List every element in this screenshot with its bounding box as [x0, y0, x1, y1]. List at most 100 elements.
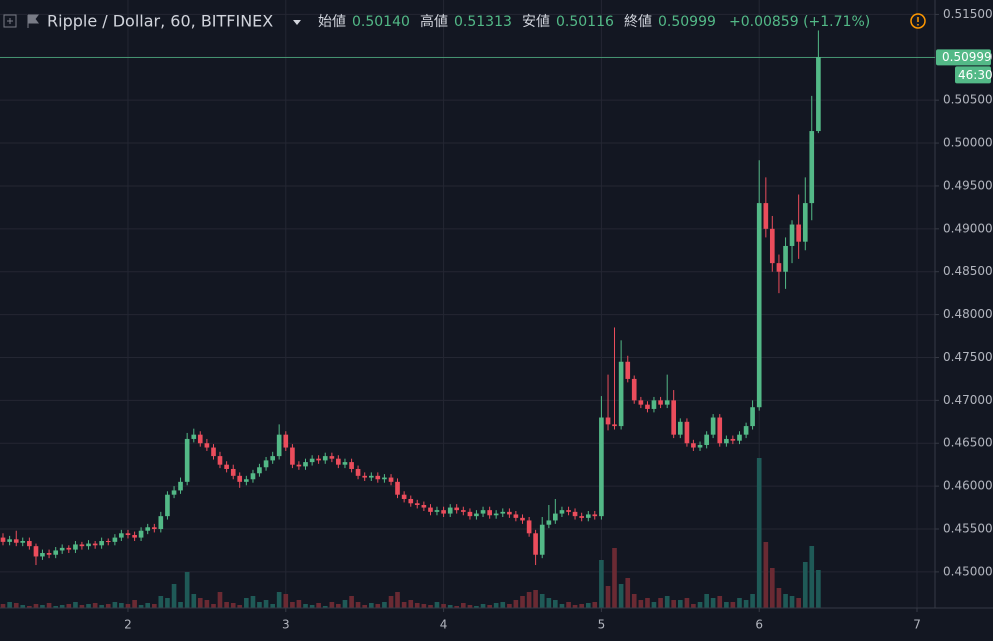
x-tick-label: 4 [440, 618, 448, 632]
candle-body [0, 537, 6, 542]
candle-body [428, 507, 433, 512]
candle-body [112, 537, 118, 542]
expand-icon[interactable] [3, 14, 17, 28]
volume-bar [342, 600, 348, 608]
candle-body [250, 473, 256, 480]
volume-bar [467, 605, 473, 608]
volume-bar [191, 594, 197, 608]
volume-bar [13, 603, 19, 608]
volume-bar [539, 594, 545, 608]
candle-body [204, 443, 210, 448]
volume-bar [132, 600, 137, 608]
volume-bar [349, 596, 354, 608]
candle-body [566, 510, 571, 512]
volume-bar [217, 592, 223, 608]
y-tick-label: 0.48000 [943, 307, 993, 321]
volume-bar [0, 604, 6, 608]
candle-body [651, 400, 657, 409]
volume-bar [658, 598, 663, 608]
volume-bar [513, 600, 519, 608]
candle-body [507, 511, 512, 515]
candle-body [500, 511, 506, 514]
candle-body [230, 468, 236, 476]
candle-body [658, 400, 663, 405]
volume-bar [585, 603, 591, 608]
volume-bar [296, 600, 302, 608]
candle-body [645, 404, 650, 409]
expand-icon-plus [7, 18, 13, 24]
candle-body [342, 462, 348, 465]
candle-body [184, 438, 190, 482]
volume-bar [99, 605, 104, 608]
y-tick-label: 0.47000 [943, 393, 993, 407]
volume-bar [816, 570, 821, 608]
volume-bar [783, 594, 788, 608]
candle-body [244, 479, 249, 482]
candle-body [671, 400, 676, 435]
volume-bar [138, 605, 144, 608]
x-tick-label: 3 [282, 618, 290, 632]
last-price-label: 0.50999 [942, 50, 992, 64]
candle-body [480, 510, 486, 514]
volume-bar [704, 594, 709, 608]
volume-bar [730, 602, 736, 608]
volume-bar [769, 568, 775, 608]
high-value: 0.51313 [454, 14, 512, 30]
volume-bar [250, 596, 256, 608]
candle-body [769, 228, 775, 264]
volume-bar [270, 604, 276, 608]
y-tick-label: 0.50500 [943, 93, 993, 107]
candle-body [33, 546, 39, 557]
volume-bar [53, 606, 59, 608]
volume-bar [204, 600, 210, 608]
candle-body [704, 434, 709, 445]
volume-bar [776, 588, 782, 608]
volume-bar [750, 594, 755, 608]
candle-body [53, 550, 59, 555]
alert-icon[interactable] [910, 13, 926, 29]
candle-body [119, 533, 124, 538]
candle-body [533, 533, 538, 555]
candle-body [776, 263, 782, 272]
countdown-box [955, 66, 991, 84]
symbol-dropdown[interactable] [293, 20, 301, 25]
candle-body [270, 456, 276, 461]
volume-bar [40, 605, 45, 608]
candle-body [572, 511, 578, 517]
candle-body [783, 245, 788, 272]
volume-bar [329, 602, 335, 608]
volume-bar [59, 605, 65, 608]
candle-body [421, 504, 427, 508]
volume-bar [631, 594, 637, 608]
candle-layer [0, 30, 821, 566]
candle-body [86, 543, 91, 547]
candle-body [125, 533, 131, 536]
candle-body [513, 514, 519, 518]
y-tick-label: 0.49500 [943, 178, 993, 192]
volume-bar [27, 606, 32, 608]
symbol-title[interactable]: Ripple / Dollar, 60, BITFINEX [47, 12, 273, 31]
candle-body [454, 507, 460, 511]
y-tick-label: 0.45000 [943, 564, 993, 578]
volume-bar [638, 600, 644, 608]
candle-body [322, 456, 328, 461]
candle-body [336, 458, 341, 465]
candle-body [152, 527, 157, 530]
y-tick-label: 0.45500 [943, 522, 993, 536]
volume-bar [257, 602, 262, 608]
candle-body [546, 520, 552, 525]
volume-bar [717, 596, 723, 608]
volume-bar [421, 604, 427, 608]
candle-body [743, 426, 749, 435]
candle-body [224, 464, 229, 469]
candle-body [171, 490, 177, 495]
flag-icon[interactable] [27, 14, 39, 28]
volume-bar [454, 606, 460, 608]
volume-bar [165, 598, 170, 608]
candle-body [447, 507, 453, 514]
axes: 0.45000 0.45500 0.46000 0.46500 0.47000 0.475… [0, 7, 993, 632]
volume-layer [0, 458, 821, 608]
candle-body [355, 468, 361, 476]
candle-body [257, 467, 262, 474]
open-value: 0.50140 [352, 14, 410, 30]
